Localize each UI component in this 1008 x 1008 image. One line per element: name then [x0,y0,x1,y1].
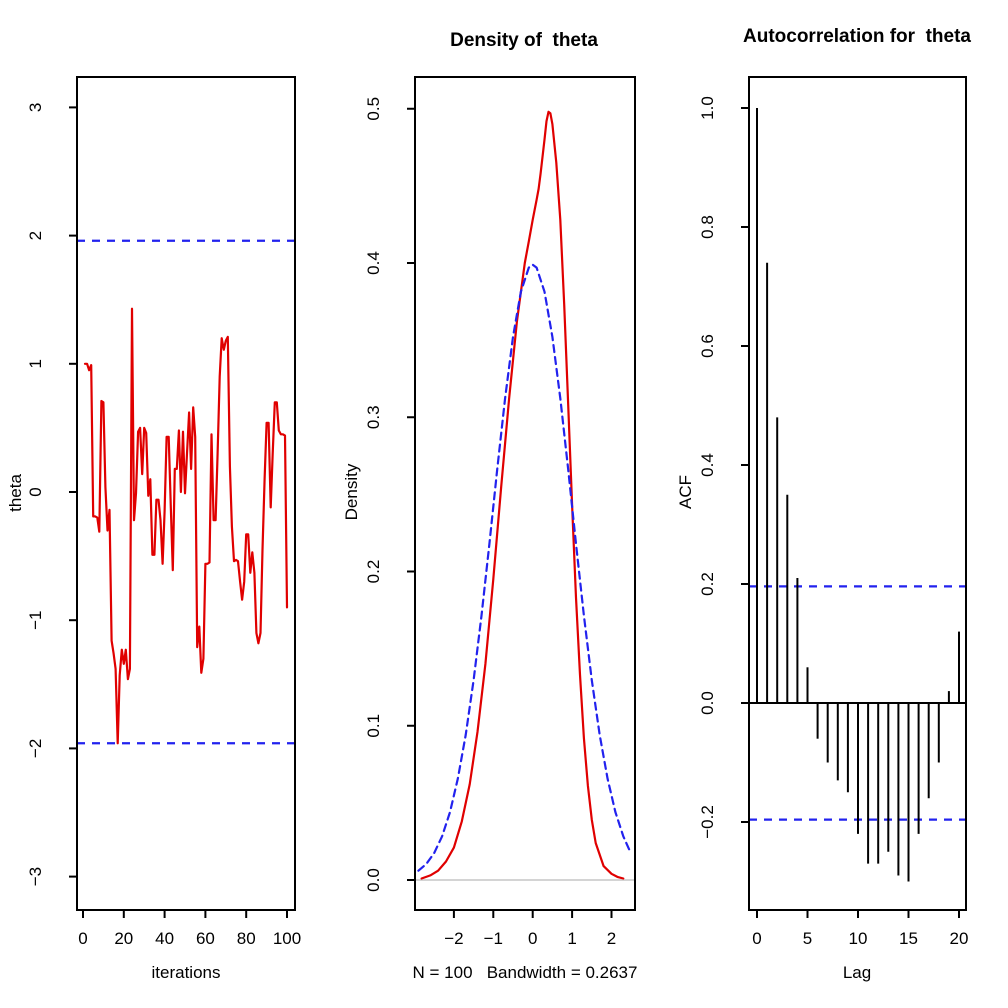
y-tick-label: 0.8 [698,215,717,239]
y-tick-label: 0.5 [364,97,383,121]
acf-plot-title: Autocorrelation for theta [742,26,972,47]
y-tick-label: 3 [26,103,45,112]
y-tick-label: 0 [26,487,45,496]
x-tick-label: −2 [444,929,463,948]
x-tick-label: 60 [196,929,215,948]
y-tick-label: −1 [26,611,45,630]
y-tick-label: 0.0 [364,868,383,892]
y-tick-label: 0.4 [364,251,383,275]
y-tick-label: 0.0 [698,691,717,715]
x-tick-label: 10 [849,929,868,948]
y-tick-label: −3 [26,867,45,886]
y-tick-label: 0.1 [364,714,383,738]
x-tick-label: 0 [752,929,761,948]
y-tick-label: 1 [26,359,45,368]
x-tick-label: 20 [950,929,969,948]
x-tick-label: 0 [528,929,537,948]
plot-box [414,76,636,911]
x-tick-label: −1 [484,929,503,948]
x-tick-label: 2 [607,929,616,948]
theta-trace-curve [83,307,289,745]
x-tick-label: 0 [78,929,87,948]
x-tick-label: 1 [567,929,576,948]
normal-reference-curve [417,263,631,872]
y-tick-label: 0.4 [698,453,717,477]
density-xlabel: N = 100 Bandwidth = 0.2637 [412,963,638,982]
x-tick-label: 40 [155,929,174,948]
density-ylabel: Density [342,463,361,521]
x-tick-label: 80 [237,929,256,948]
kernel-density-curve [420,110,625,880]
acf-ylabel: ACF [676,475,695,509]
y-tick-label: 0.2 [698,572,717,596]
x-tick-label: 5 [803,929,812,948]
x-tick-label: 20 [114,929,133,948]
y-tick-label: 0.3 [364,405,383,429]
y-tick-label: 1.0 [698,96,717,120]
y-tick-label: 0.2 [364,560,383,584]
y-tick-label: 2 [26,231,45,240]
x-tick-label: 100 [273,929,301,948]
acf-xlabel: Lag [842,963,872,982]
y-tick-label: −2 [26,739,45,758]
trace-xlabel: iterations [151,963,221,982]
plot-box [76,76,296,911]
trace-ylabel: theta [6,474,25,512]
y-tick-label: −0.2 [698,805,717,839]
x-tick-label: 15 [899,929,918,948]
density-plot-title: Density of theta [450,30,598,51]
y-tick-label: 0.6 [698,334,717,358]
